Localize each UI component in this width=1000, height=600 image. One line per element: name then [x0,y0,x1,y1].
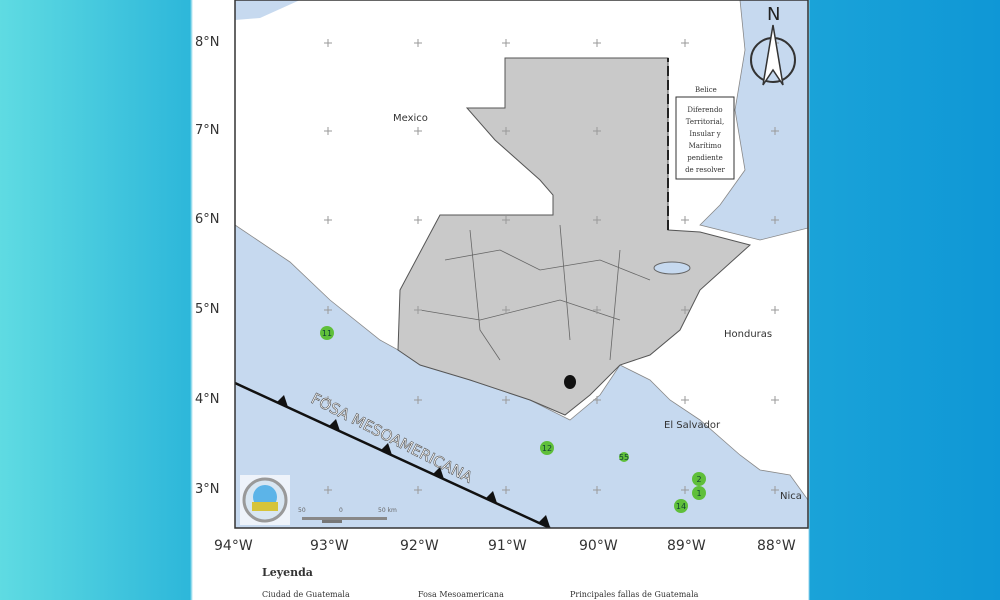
grid-cross [324,306,332,314]
grid-cross [593,486,601,494]
guatemala [397,57,752,416]
lon-label: 88°W [757,538,796,554]
subduction-tooth [486,491,497,503]
event-marker[interactable] [320,326,334,340]
mexico-north-water [235,0,300,20]
lon-label: 90°W [579,538,618,554]
grid-cross [502,216,510,224]
belize-note-box [675,96,735,180]
event-marker-label: 55 [619,453,629,462]
grid-cross [593,396,601,404]
grid-cross [681,39,689,47]
scale-bar: 50 0 50 km [298,507,397,523]
grid-cross [681,306,689,314]
label-honduras: Honduras [724,329,772,340]
svg-text:50 km: 50 km [378,507,397,514]
belize-note-line: Marítimo [689,142,722,150]
event-marker-label: 2 [696,475,701,484]
grid-cross [771,396,779,404]
lat-label: 3°N [195,482,220,497]
north-arrow: N [750,4,796,86]
grid-cross [324,486,332,494]
event-marker[interactable] [619,452,629,462]
subduction-tooth [433,467,444,479]
lat-label: 6°N [195,212,220,227]
lat-label: 8°N [195,35,220,50]
grid-cross [593,216,601,224]
grid-cross [771,306,779,314]
event-marker[interactable] [674,499,688,513]
lon-label: 93°W [310,538,349,554]
guatemala-city-marker [564,375,576,389]
event-marker-label: 12 [542,444,552,453]
grid-cross [771,486,779,494]
subduction-tooth [539,515,550,527]
event-marker-label: 11 [322,329,332,338]
institution-logo [240,475,290,525]
lat-label: 5°N [195,302,220,317]
lat-label: 4°N [195,392,220,407]
event-marker[interactable] [540,441,554,455]
grid-cross [324,216,332,224]
label-belice: Belice [695,86,717,94]
grid-cross [324,396,332,404]
grid-cross [593,127,601,135]
legend-title: Leyenda [262,566,313,579]
grid-cross [414,127,422,135]
north-label: N [767,4,780,25]
grid-cross [414,39,422,47]
grid-cross [502,306,510,314]
grid-cross [502,127,510,135]
lat-label: 7°N [195,123,220,138]
svg-text:0: 0 [339,507,343,514]
subduction-tooth [329,419,340,431]
legend-item-faults: Principales fallas de Guatemala [570,590,699,599]
lon-label: 91°W [488,538,527,554]
grid-cross [502,39,510,47]
belize-note-line: Insular y [689,130,720,138]
event-marker[interactable] [692,472,706,486]
grid-cross [681,396,689,404]
grid-cross [771,216,779,224]
grid-cross [681,216,689,224]
subduction-tooth [277,395,288,407]
svg-text:50: 50 [298,507,306,514]
fosa-mesoamericana-line [235,381,551,528]
grid-cross [324,39,332,47]
grid-cross [502,486,510,494]
grid-cross [593,39,601,47]
grid-cross [324,127,332,135]
event-marker-label: 1 [696,489,701,498]
label-nicaragua: Nica [780,491,802,502]
belize-note-line: de resolver [685,166,725,174]
belize-note-line: Diferendo [687,106,722,114]
grid-cross [414,486,422,494]
label-el-salvador: El Salvador [664,420,721,431]
legend-item-guatemala-city: Ciudad de Guatemala [262,590,350,599]
grid-cross [414,216,422,224]
belize-note-line: Territorial, [686,118,724,126]
legend-item-trench: Fosa Mesoamericana [418,590,504,599]
grid-cross [593,306,601,314]
lon-label: 92°W [400,538,439,554]
lon-label: 94°W [214,538,253,554]
grid-cross [414,306,422,314]
lon-label: 89°W [667,538,706,554]
belize-note-line: pendiente [687,154,722,162]
grid-cross [771,127,779,135]
subduction-tooth [381,443,392,455]
label-mexico: Mexico [393,113,428,124]
grid-cross [502,396,510,404]
event-marker-label: 14 [676,502,686,511]
grid-cross [681,486,689,494]
event-marker[interactable] [692,486,706,500]
grid-cross [414,396,422,404]
